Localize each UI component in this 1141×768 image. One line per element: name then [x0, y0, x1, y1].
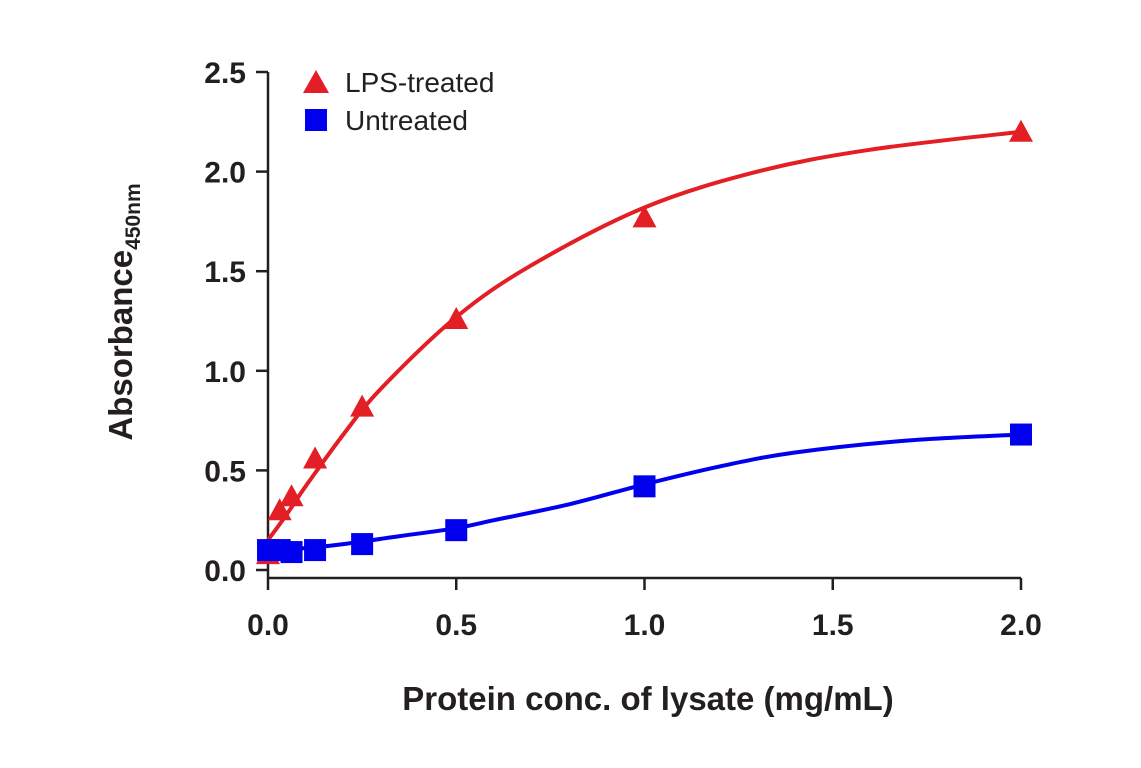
markers: [256, 119, 1033, 565]
legend: LPS-treated Untreated: [303, 67, 494, 136]
legend-item-untreated: Untreated: [305, 105, 468, 136]
data-point-lps: [350, 394, 375, 417]
y-axis-title-subscript: 450nm: [122, 183, 145, 250]
data-point-untreated: [280, 541, 303, 564]
data-point-untreated: [445, 519, 468, 542]
x-tick-label: 0.0: [247, 609, 289, 642]
fit-curve-lps: [266, 129, 1023, 543]
data-point-lps: [632, 205, 657, 228]
x-tick-label: 0.5: [435, 609, 477, 642]
axes: [266, 72, 1021, 580]
y-axis-title-main: Absorbance: [102, 250, 139, 441]
y-ticks: 0.0 0.5 1.0 1.5 2.0 2.5: [204, 57, 268, 588]
x-tick-label: 2.0: [1000, 609, 1042, 642]
data-point-untreated: [351, 533, 374, 556]
data-point-lps: [267, 498, 292, 521]
y-tick-label: 1.5: [204, 256, 246, 289]
x-axis-title: Protein conc. of lysate (mg/mL): [402, 680, 893, 717]
x-tick-label: 1.5: [812, 609, 854, 642]
y-tick-label: 0.5: [204, 455, 246, 488]
legend-item-lps: LPS-treated: [303, 67, 494, 98]
y-axis-title: Absorbance450nm: [102, 183, 145, 440]
data-point-untreated: [1010, 423, 1032, 446]
x-tick-label: 1.0: [624, 609, 666, 642]
data-point-lps: [279, 484, 304, 507]
legend-square-icon: [305, 109, 327, 131]
y-tick-label: 2.5: [204, 57, 246, 90]
data-point-untreated: [304, 539, 327, 562]
legend-label-untreated: Untreated: [345, 105, 468, 136]
x-ticks: 0.0 0.5 1.0 1.5 2.0: [247, 578, 1042, 642]
y-tick-label: 0.0: [204, 555, 246, 588]
y-tick-label: 1.0: [204, 356, 246, 389]
legend-label-lps: LPS-treated: [345, 67, 494, 98]
legend-triangle-icon: [303, 70, 329, 93]
curves: [266, 129, 1023, 553]
y-tick-label: 2.0: [204, 157, 246, 190]
fit-curve-untreated: [266, 432, 1023, 553]
data-point-untreated: [633, 475, 656, 498]
data-point-lps: [1009, 119, 1033, 142]
data-point-lps: [303, 446, 328, 469]
data-point-lps: [444, 307, 469, 330]
